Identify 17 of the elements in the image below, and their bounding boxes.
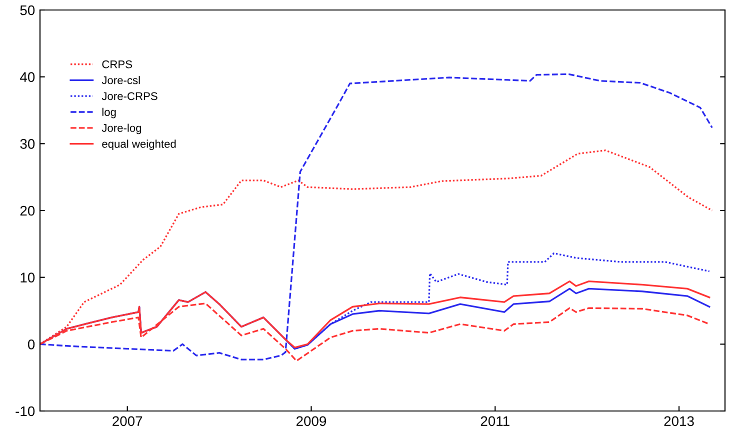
legend-label: equal weighted	[102, 140, 176, 150]
y-tick-label: 40	[20, 72, 35, 82]
y-tick-label: 50	[20, 5, 35, 16]
y-tick-label: -10	[16, 406, 35, 416]
y-tick-label: 10	[20, 272, 35, 283]
y-tick-label: 20	[20, 206, 35, 216]
legend-label: Jore-CRPS	[102, 92, 158, 100]
legend-label: log	[102, 108, 116, 118]
y-tick-label: 0	[28, 340, 35, 350]
legend-label: Jore-csl	[102, 76, 140, 84]
legend-label: Jore-log	[102, 124, 142, 134]
y-tick-label: 30	[20, 139, 35, 149]
x-tick-label: 2011	[480, 416, 510, 426]
x-tick-label: 2007	[112, 416, 142, 426]
x-tick-label: 2013	[664, 416, 694, 426]
x-tick-label: 2009	[296, 416, 326, 426]
legend-label: CRPS	[102, 60, 132, 68]
